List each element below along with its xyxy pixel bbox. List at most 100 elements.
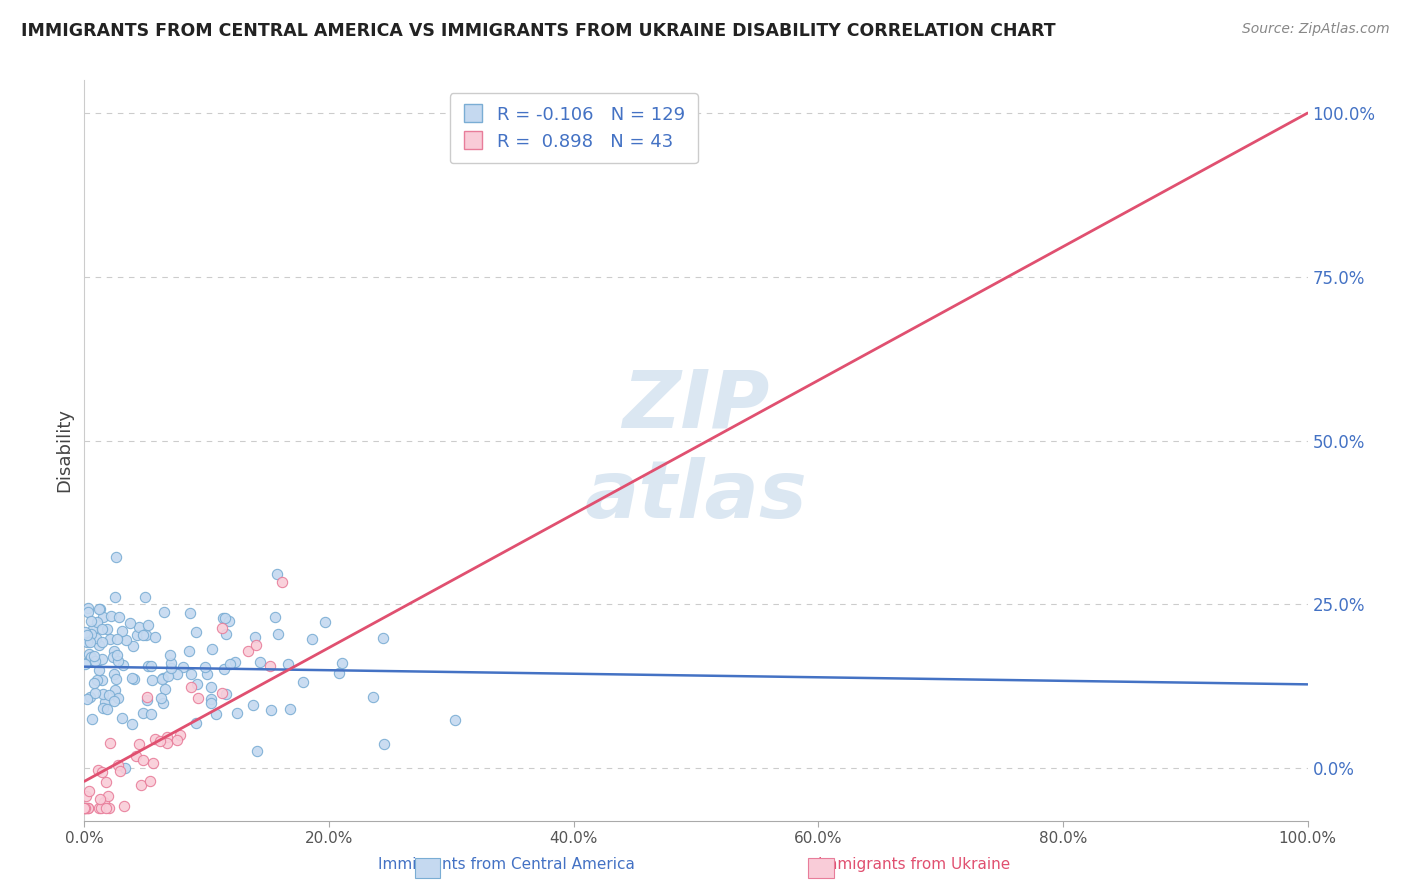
Point: [166, 666, 188, 681]
Point: [103, 694, 125, 708]
Point: [128, 620, 150, 634]
Point: [79, 634, 101, 648]
Point: [82, 712, 104, 726]
Point: [301, 632, 323, 647]
Point: [166, 733, 188, 747]
Point: [330, 656, 353, 670]
Point: [76, 634, 98, 648]
Point: [86, 673, 108, 687]
Point: [143, 731, 166, 746]
Point: [277, 657, 299, 672]
Point: [215, 687, 238, 701]
Point: [77, 783, 100, 797]
Point: [86, 615, 108, 629]
Point: [141, 673, 163, 687]
Point: [87, 663, 110, 677]
Point: [96, 623, 118, 637]
Text: Source: ZipAtlas.com: Source: ZipAtlas.com: [1241, 22, 1389, 37]
Point: [131, 628, 153, 642]
Point: [104, 682, 127, 697]
Point: [211, 686, 233, 700]
Point: [73, 800, 96, 814]
Point: [136, 693, 159, 707]
Point: [143, 630, 166, 644]
Point: [136, 658, 159, 673]
Point: [134, 590, 156, 604]
Point: [212, 611, 235, 625]
Point: [80, 627, 103, 641]
Point: [75, 800, 97, 814]
Point: [129, 778, 152, 792]
Point: [122, 673, 145, 687]
Point: [200, 680, 222, 694]
Point: [201, 641, 224, 656]
Point: [89, 800, 111, 814]
Point: [93, 795, 115, 809]
Point: [105, 550, 128, 565]
Point: [160, 657, 183, 671]
Point: [77, 605, 100, 619]
Point: [96, 701, 118, 715]
Point: [132, 706, 155, 721]
Point: [328, 666, 350, 681]
Point: [187, 690, 209, 705]
Point: [73, 800, 96, 814]
Point: [214, 611, 236, 625]
Point: [150, 673, 173, 687]
Point: [226, 706, 249, 720]
Point: [93, 687, 115, 701]
Point: [94, 775, 117, 789]
Point: [82, 622, 104, 636]
Point: [103, 667, 125, 681]
Point: [107, 691, 129, 706]
Point: [180, 680, 202, 694]
Point: [83, 686, 105, 700]
Point: [114, 761, 136, 775]
Point: [100, 609, 122, 624]
Point: [91, 700, 114, 714]
Text: IMMIGRANTS FROM CENTRAL AMERICA VS IMMIGRANTS FROM UKRAINE DISABILITY CORRELATIO: IMMIGRANTS FROM CENTRAL AMERICA VS IMMIG…: [21, 22, 1056, 40]
Point: [76, 691, 98, 706]
Point: [155, 736, 177, 750]
Point: [84, 654, 107, 668]
Text: ZIP
atlas: ZIP atlas: [585, 367, 807, 534]
Point: [91, 609, 114, 624]
Point: [125, 748, 148, 763]
Point: [373, 737, 395, 751]
Point: [73, 625, 96, 640]
Point: [152, 697, 174, 711]
Point: [291, 675, 314, 690]
Point: [111, 624, 134, 639]
Point: [97, 688, 120, 702]
Point: [105, 648, 128, 662]
Point: [211, 621, 233, 635]
Point: [90, 673, 112, 688]
Point: [215, 627, 238, 641]
Point: [212, 662, 235, 676]
Point: [90, 634, 112, 648]
Point: [200, 691, 222, 706]
Point: [73, 800, 96, 814]
Point: [121, 671, 143, 685]
Point: [219, 657, 242, 671]
Point: [83, 676, 105, 690]
Point: [169, 728, 191, 742]
Point: [107, 610, 129, 624]
Point: [141, 706, 163, 721]
Point: [136, 690, 159, 705]
Point: [160, 661, 183, 675]
Point: [150, 690, 173, 705]
Point: [205, 707, 228, 722]
Point: [153, 605, 176, 619]
Point: [77, 601, 100, 615]
Point: [118, 616, 141, 631]
Point: [132, 753, 155, 767]
Point: [245, 639, 267, 653]
Point: [444, 713, 467, 727]
Point: [135, 628, 157, 642]
Point: [98, 632, 121, 647]
Point: [77, 800, 100, 814]
Point: [80, 650, 103, 665]
Point: [97, 800, 120, 814]
Point: [156, 669, 179, 683]
